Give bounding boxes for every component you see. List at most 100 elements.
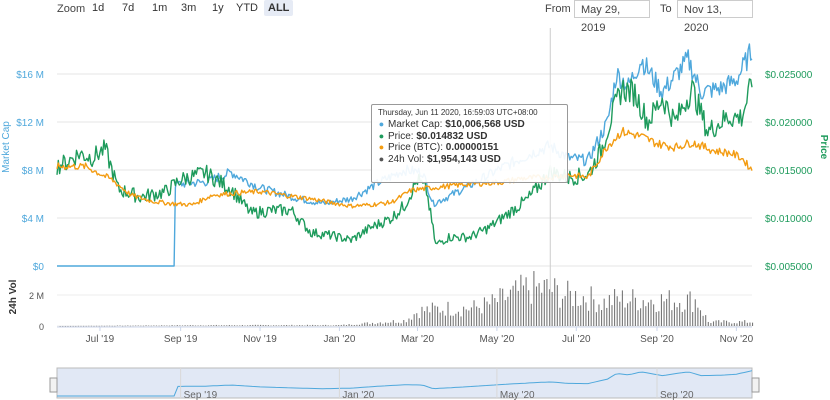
volume-bar [184, 325, 186, 326]
volume-bar [499, 288, 501, 326]
volume-bar [650, 299, 652, 326]
volume-bar [679, 302, 681, 326]
tooltip-label: Price (BTC): [388, 142, 443, 153]
volume-bar [247, 325, 249, 326]
volume-bar [75, 325, 77, 327]
volume-bar [348, 324, 350, 326]
volume-bar [296, 325, 298, 326]
volume-bar [267, 325, 269, 326]
zoom-all-button[interactable]: ALL [264, 0, 294, 16]
volume-bar [210, 325, 212, 326]
volume-bar [551, 291, 553, 326]
volume-bar [569, 290, 571, 326]
volume-bar [515, 280, 517, 326]
left-tick-label: $4 M [22, 214, 44, 225]
volume-bar [653, 304, 655, 326]
volume-bar [254, 324, 256, 326]
volume-bar [392, 320, 394, 326]
volume-bar [228, 324, 230, 326]
volume-bar [96, 325, 98, 327]
volume-bar [710, 322, 712, 326]
volume-bar [640, 308, 642, 326]
volume-bar [601, 310, 603, 326]
volume-bar [241, 325, 243, 326]
volume-tick-label: 0 [39, 322, 44, 332]
zoom-ytd-button[interactable]: YTD [236, 2, 258, 14]
volume-bar [158, 325, 160, 327]
volume-bar [447, 301, 449, 326]
volume-bar [744, 320, 746, 326]
volume-bar [580, 305, 582, 326]
volume-bar [702, 315, 704, 326]
zoom-1d-button[interactable]: 1d [92, 2, 105, 14]
volume-bar [181, 325, 184, 326]
volume-bar [478, 307, 480, 326]
volume-bar [384, 322, 387, 326]
volume-bar [299, 325, 301, 326]
volume-bar [371, 322, 374, 326]
navigator-left-handle-icon [49, 377, 58, 393]
volume-bar [142, 325, 144, 327]
zoom-3m-button[interactable]: 3m [181, 2, 197, 14]
volume-bar [194, 325, 197, 327]
volume-bar [67, 325, 69, 327]
volume-bar [450, 315, 452, 326]
zoom-1y-button[interactable]: 1y [212, 2, 224, 14]
volume-bar [705, 315, 707, 326]
volume-bar [93, 325, 95, 327]
chart-tooltip: Thursday, Jun 11 2020, 16:59:03 UTC+08:0… [371, 104, 568, 183]
navigator-tick-label: Sep '19 [184, 390, 218, 400]
volume-bar [163, 325, 165, 326]
volume-bar [520, 274, 522, 326]
volume-bar [106, 325, 108, 327]
volume-bar [101, 325, 103, 327]
volume-axis-title: 24h Vol [8, 279, 19, 314]
volume-bar [260, 324, 262, 326]
volume-bar [129, 325, 131, 327]
volume-bar [632, 289, 634, 326]
tooltip-row-market-cap: ● Market Cap: $10,006,568 USD [378, 119, 561, 131]
volume-bar [517, 290, 519, 326]
zoom-7d-button[interactable]: 7d [122, 2, 135, 14]
volume-bar [418, 318, 420, 326]
volume-bar [627, 303, 629, 326]
volume-bar [309, 325, 311, 326]
volume-bar [358, 324, 361, 326]
volume-bar [257, 324, 259, 326]
volume-bar [507, 296, 509, 326]
volume-bar [512, 285, 514, 326]
tooltip-row-volume: ● 24h Vol: $1,954,143 USD [378, 154, 561, 166]
zoom-1m-button[interactable]: 1m [152, 2, 168, 14]
volume-bar [707, 321, 709, 326]
volume-bar [88, 325, 90, 327]
volume-bar [137, 325, 139, 326]
volume-bar [738, 321, 741, 326]
volume-bar [192, 325, 194, 326]
volume-bar [645, 306, 647, 326]
volume-bar [262, 324, 264, 326]
volume-bar [361, 323, 363, 326]
to-date-input[interactable]: Nov 13, 2020 [677, 0, 753, 34]
volume-bar [574, 291, 577, 326]
navigator-right-handle-icon [751, 377, 760, 393]
volume-bar [330, 325, 332, 327]
volume-bar [411, 319, 413, 326]
volume-bar [439, 312, 441, 326]
volume-bar [364, 322, 366, 326]
volume-bar [718, 320, 720, 326]
volume-bar [728, 322, 730, 326]
volume-bar [382, 323, 384, 326]
volume-bar [168, 325, 171, 327]
volume-bar [577, 305, 579, 326]
volume-bar [244, 325, 246, 326]
from-date-input[interactable]: May 29, 2019 [574, 0, 650, 34]
volume-bar [171, 325, 173, 326]
volume-bar [236, 325, 238, 326]
market-cap-dot-icon: ● [378, 119, 385, 129]
volume-bar [90, 325, 92, 327]
volume-bar [603, 298, 605, 326]
volume-bar [273, 325, 275, 326]
volume-bar [608, 295, 610, 326]
range-toolbar: Zoom 1d 7d 1m 3m 1y YTD ALL From May 29,… [0, 0, 830, 34]
